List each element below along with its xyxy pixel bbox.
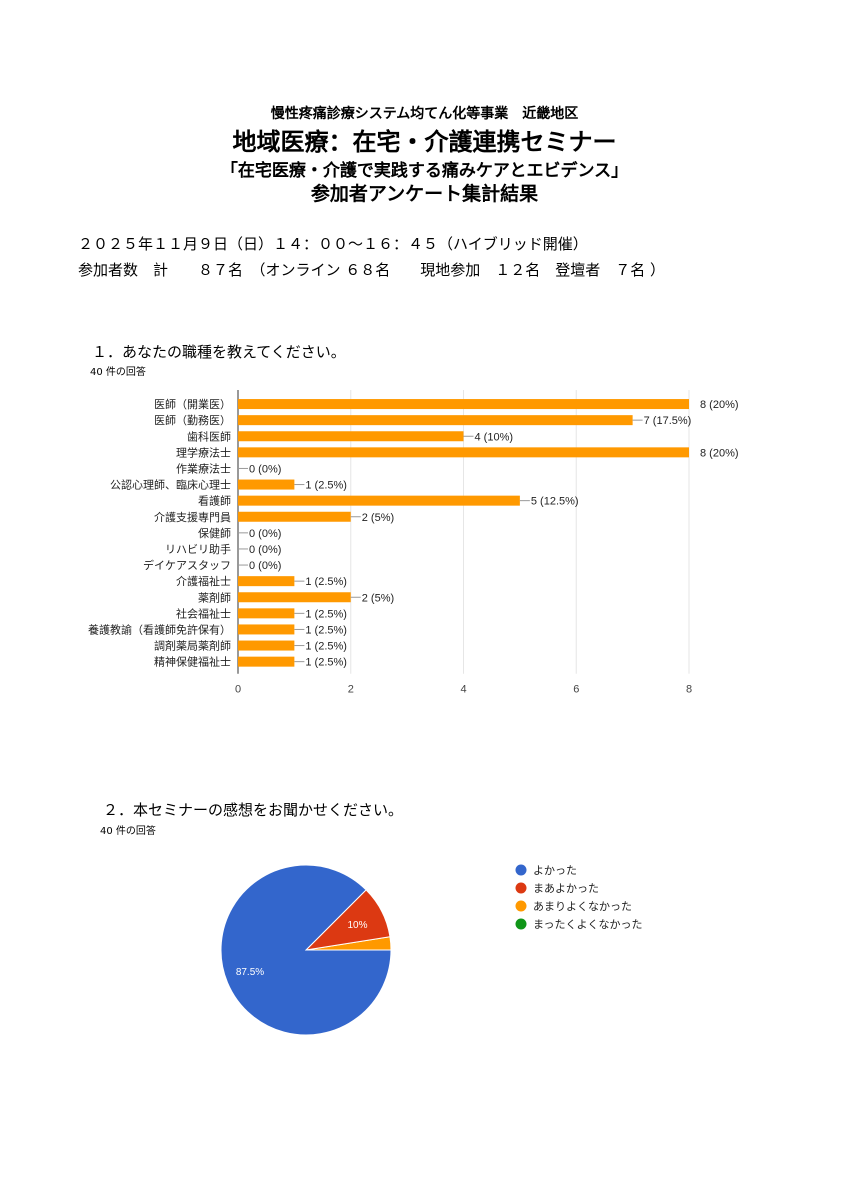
x-tick-label: 6 <box>573 684 579 696</box>
data-label: 8 (20%) <box>700 399 739 411</box>
data-label: 7 (17.5%) <box>644 415 692 427</box>
bar <box>238 592 351 603</box>
data-label: 0 (0%) <box>249 463 281 475</box>
bar <box>238 415 633 426</box>
legend-marker <box>515 864 527 876</box>
bar <box>238 511 351 522</box>
legend-label: まあよかった <box>533 882 599 895</box>
category-label: 調剤薬局薬剤師 <box>154 639 231 653</box>
category-label: 介護支援専門員 <box>154 510 231 524</box>
participant-count: 参加者数 計 ８７名 （オンライン ６８名 現地参加 １２名 登壇者 ７名 ） <box>78 261 666 279</box>
category-label: 養護教諭（看護師免許保有） <box>88 622 231 636</box>
bar <box>238 576 295 587</box>
x-tick-label: 8 <box>686 684 692 696</box>
legend-marker <box>515 900 527 912</box>
q2-question: ２．本セミナーの感想をお聞かせください。 <box>103 801 404 819</box>
data-label: 1 (2.5%) <box>305 641 347 653</box>
data-label: 4 (10%) <box>475 431 514 443</box>
bar <box>238 479 295 490</box>
category-label: 理学療法士 <box>176 445 231 459</box>
data-label: 2 (5%) <box>362 592 394 604</box>
project-name: 慢性疼痛診療システム均てん化等事業 近畿地区 <box>270 106 579 122</box>
bar <box>238 495 520 506</box>
x-tick-label: 4 <box>460 684 466 696</box>
category-label: リハビリ助手 <box>165 542 231 556</box>
x-tick-label: 0 <box>235 684 241 696</box>
data-label: 1 (2.5%) <box>305 624 347 636</box>
category-label: 社会福祉士 <box>176 606 231 620</box>
data-label: 1 (2.5%) <box>305 480 347 492</box>
data-label: 2 (5%) <box>362 512 394 524</box>
legend-label: よかった <box>533 864 577 877</box>
bar <box>238 656 295 667</box>
slice-label: 10% <box>347 920 367 931</box>
data-label: 0 (0%) <box>249 544 281 556</box>
legend-marker <box>515 882 527 894</box>
data-label: 0 (0%) <box>249 528 281 540</box>
category-label: 歯科医師 <box>187 429 231 443</box>
pie-slice <box>220 864 392 1036</box>
report-title: 参加者アンケート集計結果 <box>310 183 539 205</box>
bar <box>238 431 464 442</box>
category-label: 精神保健福祉士 <box>154 655 231 669</box>
q1-response-count: 40 件の回答 <box>90 367 146 378</box>
x-tick-label: 2 <box>348 684 354 696</box>
bar <box>238 447 689 458</box>
data-label: 8 (20%) <box>700 447 739 459</box>
q2-response-count: 40 件の回答 <box>100 826 156 837</box>
category-label: 介護福祉士 <box>176 574 231 588</box>
category-label: 医師（勤務医） <box>154 413 231 427</box>
event-date: ２０２５年１１月９日（日）１４：００～１６：４５（ハイブリッド開催） <box>78 235 588 253</box>
data-label: 1 (2.5%) <box>305 657 347 669</box>
category-label: 作業療法士 <box>176 461 231 475</box>
category-label: 公認心理師、臨床心理士 <box>110 478 231 492</box>
bar <box>238 608 295 619</box>
bar-chart: 0 2 4 6 8 医師（開業医） 8 (20%) 医師（勤務医） 7 (17.5%) 歯科医師 4… <box>88 390 739 696</box>
data-label: 0 (0%) <box>249 560 281 572</box>
data-label: 1 (2.5%) <box>305 608 347 620</box>
category-label: 看護師 <box>198 494 231 508</box>
data-label: 5 (12.5%) <box>531 496 579 508</box>
page-title: 地域医療：在宅・介護連携セミナー <box>232 128 617 156</box>
q1-question: １．あなたの職種を教えてください。 <box>92 343 346 361</box>
category-label: 薬剤師 <box>198 590 231 604</box>
bar <box>238 624 295 635</box>
legend-label: まったくよくなかった <box>533 918 643 931</box>
category-label: 医師（開業医） <box>154 398 231 411</box>
bar <box>238 399 689 410</box>
bar <box>238 640 295 651</box>
data-label: 1 (2.5%) <box>305 576 347 588</box>
category-label: 保健師 <box>198 526 231 540</box>
legend-marker <box>515 918 527 930</box>
category-label: デイケアスタッフ <box>143 558 231 572</box>
legend-label: あまりよくなかった <box>533 900 632 913</box>
slice-label: 87.5% <box>236 967 264 978</box>
seminar-subtitle: 「在宅医療・介護で実践する痛みケアとエビデンス」 <box>220 161 629 181</box>
